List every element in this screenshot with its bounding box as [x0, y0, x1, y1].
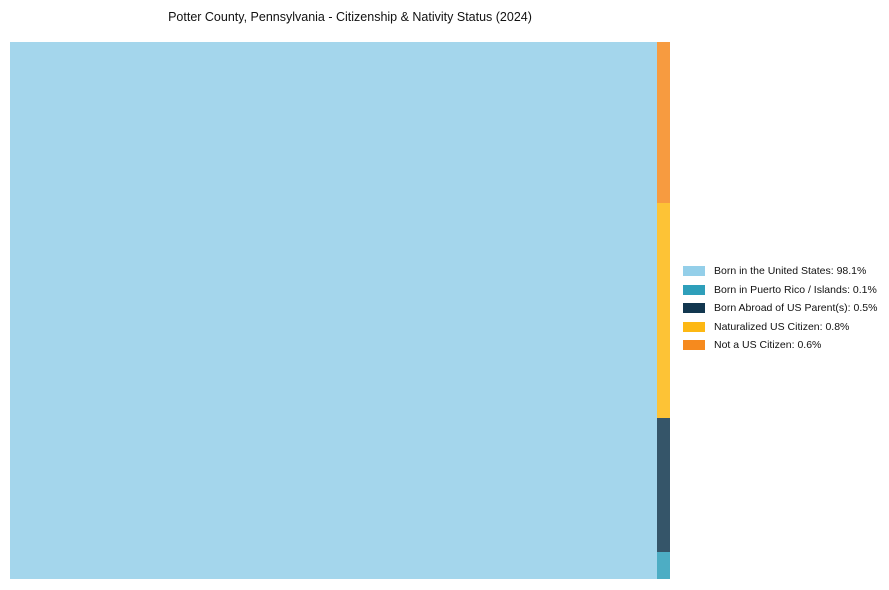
- treemap-segment-naturalized-us-citizen: [656, 203, 670, 418]
- legend-row-not-a-us-citizen: Not a US Citizen: 0.6%: [683, 336, 877, 355]
- treemap-segment-not-a-us-citizen: [656, 42, 670, 204]
- legend-swatch-not-a-us-citizen: [683, 340, 705, 351]
- treemap-minor-strip: [656, 42, 670, 579]
- legend-row-born-abroad-of-us-parent-s: Born Abroad of US Parent(s): 0.5%: [683, 299, 877, 318]
- legend-label: Naturalized US Citizen: 0.8%: [714, 320, 850, 333]
- legend-swatch-naturalized-us-citizen: [683, 321, 705, 332]
- legend-swatch-born-abroad-of-us-parent-s: [683, 303, 705, 314]
- treemap-segment-born-in-puerto-rico-islands: [656, 552, 670, 579]
- legend-label: Born Abroad of US Parent(s): 0.5%: [714, 302, 878, 315]
- legend-label: Born in Puerto Rico / Islands: 0.1%: [714, 283, 877, 296]
- legend-swatch-born-in-puerto-rico-islands: [683, 284, 705, 295]
- legend-label: Not a US Citizen: 0.6%: [714, 339, 822, 352]
- legend: Born in the United States: 98.1% Born in …: [683, 262, 877, 355]
- legend-row-naturalized-us-citizen: Naturalized US Citizen: 0.8%: [683, 318, 877, 337]
- treemap-segment-born-abroad-of-us-parent-s: [656, 417, 670, 553]
- treemap-plot: [10, 42, 670, 579]
- legend-row-born-in-puerto-rico-islands: Born in Puerto Rico / Islands: 0.1%: [683, 281, 877, 300]
- legend-label: Born in the United States: 98.1%: [714, 265, 867, 278]
- chart-title: Potter County, Pennsylvania - Citizenshi…: [168, 10, 532, 24]
- legend-swatch-born-in-the-united-states: [683, 266, 705, 277]
- treemap-segment-born-in-the-united-states: [10, 42, 657, 579]
- legend-row-born-in-the-united-states: Born in the United States: 98.1%: [683, 262, 877, 281]
